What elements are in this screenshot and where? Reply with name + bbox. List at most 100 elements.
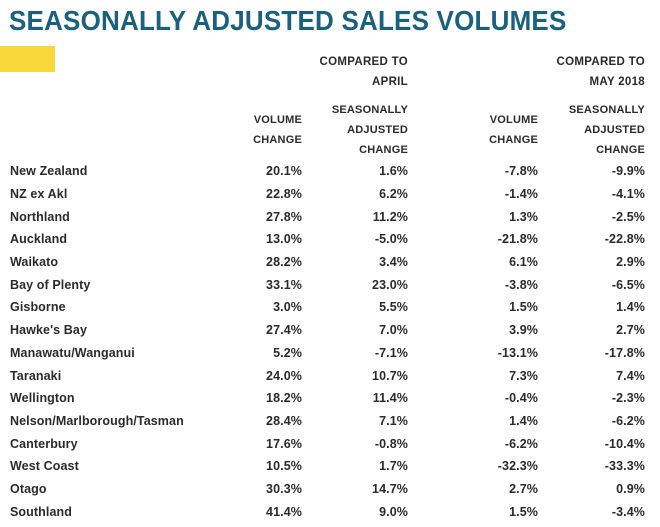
- value-cell: -21.8%: [497, 232, 538, 247]
- value-cell: -7.1%: [374, 345, 408, 360]
- value-cell: 0.9%: [616, 481, 645, 496]
- column-header-row: VOLUME CHANGE SEASONALLY ADJUSTED CHANGE…: [10, 100, 645, 160]
- region-label: Northland: [10, 209, 70, 224]
- column-header-line: ADJUSTED: [347, 124, 408, 136]
- value-cell: -0.4%: [504, 391, 538, 406]
- value-cell: 27.4%: [266, 323, 302, 338]
- value-cell: -5.0%: [374, 232, 408, 247]
- table-row: Northland 27.8% 11.2% 1.3% -2.5%: [10, 205, 645, 228]
- value-cell: -33.3%: [604, 459, 645, 474]
- group-header-compared-to-may-2018: COMPARED TO MAY 2018: [408, 52, 645, 92]
- value-cell: 24.0%: [266, 368, 302, 383]
- value-cell: 9.0%: [379, 504, 408, 519]
- column-header-volume-change-may-2018: VOLUME CHANGE: [408, 100, 538, 160]
- table-row: Taranaki 24.0% 10.7% 7.3% 7.4%: [10, 364, 645, 387]
- value-cell: 2.7%: [509, 481, 538, 496]
- table-row: New Zealand 20.1% 1.6% -7.8% -9.9%: [10, 160, 645, 183]
- table-row: Auckland 13.0% -5.0% -21.8% -22.8%: [10, 228, 645, 251]
- table-row: Otago 30.3% 14.7% 2.7% 0.9%: [10, 478, 645, 501]
- page-title: SEASONALLY ADJUSTED SALES VOLUMES: [9, 4, 567, 37]
- region-label: Hawke's Bay: [10, 323, 88, 338]
- value-cell: 1.4%: [509, 413, 538, 428]
- value-cell: 5.2%: [273, 345, 302, 360]
- table-row: NZ ex Akl 22.8% 6.2% -1.4% -4.1%: [10, 183, 645, 206]
- column-header-seasonally-adjusted-change-may-2018: SEASONALLY ADJUSTED CHANGE: [538, 100, 645, 160]
- value-cell: -0.8%: [374, 436, 408, 451]
- value-cell: 10.7%: [372, 368, 408, 383]
- region-label: West Coast: [10, 459, 79, 474]
- value-cell: 1.4%: [616, 300, 645, 315]
- value-cell: 5.5%: [379, 300, 408, 315]
- value-cell: -7.8%: [504, 164, 538, 179]
- value-cell: 28.2%: [266, 255, 302, 270]
- value-cell: -2.3%: [611, 391, 645, 406]
- table-row: Hawke's Bay 27.4% 7.0% 3.9% 2.7%: [10, 319, 645, 342]
- value-cell: -3.4%: [611, 504, 645, 519]
- sales-volumes-table: COMPARED TO APRIL COMPARED TO MAY 2018 V…: [10, 0, 645, 527]
- value-cell: -10.4%: [604, 436, 645, 451]
- value-cell: 13.0%: [266, 232, 302, 247]
- value-cell: 2.7%: [616, 323, 645, 338]
- region-label: New Zealand: [10, 164, 88, 179]
- column-header-line: ADJUSTED: [584, 124, 645, 136]
- region-label: Otago: [10, 481, 47, 496]
- value-cell: 1.3%: [509, 209, 538, 224]
- column-header-line: SEASONALLY: [568, 104, 645, 116]
- group-header-row: COMPARED TO APRIL COMPARED TO MAY 2018: [10, 52, 645, 92]
- column-header-seasonally-adjusted-change-april: SEASONALLY ADJUSTED CHANGE: [302, 100, 408, 160]
- value-cell: 6.1%: [509, 255, 538, 270]
- value-cell: 1.6%: [379, 164, 408, 179]
- region-label: Gisborne: [10, 300, 66, 315]
- value-cell: -2.5%: [611, 209, 645, 224]
- value-cell: -6.2%: [611, 413, 645, 428]
- value-cell: 7.4%: [616, 368, 645, 383]
- value-cell: 7.1%: [379, 413, 408, 428]
- value-cell: 10.5%: [266, 459, 302, 474]
- group-header-line: COMPARED TO: [319, 56, 408, 68]
- column-header-volume-change-april: VOLUME CHANGE: [160, 100, 302, 160]
- value-cell: 3.0%: [273, 300, 302, 315]
- value-cell: 22.8%: [266, 187, 302, 202]
- value-cell: 2.9%: [616, 255, 645, 270]
- column-header-line: SEASONALLY: [331, 104, 408, 116]
- region-label: Waikato: [10, 255, 59, 270]
- value-cell: 23.0%: [372, 277, 408, 292]
- region-label: Canterbury: [10, 436, 78, 451]
- value-cell: -13.1%: [497, 345, 538, 360]
- value-cell: -9.9%: [611, 164, 645, 179]
- column-header-line: CHANGE: [253, 134, 302, 146]
- group-header-line: MAY 2018: [589, 76, 645, 88]
- value-cell: -6.2%: [504, 436, 538, 451]
- value-cell: 11.2%: [372, 209, 408, 224]
- region-label: Manawatu/Wanganui: [10, 345, 135, 360]
- value-cell: -6.5%: [611, 277, 645, 292]
- value-cell: 1.5%: [509, 504, 538, 519]
- table-row: Waikato 28.2% 3.4% 6.1% 2.9%: [10, 251, 645, 274]
- group-header-line: COMPARED TO: [556, 56, 645, 68]
- column-header-line: VOLUME: [489, 114, 538, 126]
- region-label: Nelson/Marlborough/Tasman: [10, 413, 184, 428]
- column-header-line: CHANGE: [359, 144, 408, 156]
- value-cell: -3.8%: [504, 277, 538, 292]
- table-row: Southland 41.4% 9.0% 1.5% -3.4%: [10, 500, 645, 523]
- region-label: Auckland: [10, 232, 68, 247]
- column-header-line: VOLUME: [253, 114, 302, 126]
- region-label: Wellington: [10, 391, 75, 406]
- region-label: NZ ex Akl: [10, 187, 68, 202]
- value-cell: 30.3%: [266, 481, 302, 496]
- value-cell: 17.6%: [266, 436, 302, 451]
- table-body: New Zealand 20.1% 1.6% -7.8% -9.9% NZ ex…: [10, 160, 645, 523]
- value-cell: 18.2%: [266, 391, 302, 406]
- column-header-line: CHANGE: [596, 144, 645, 156]
- value-cell: 20.1%: [266, 164, 302, 179]
- value-cell: 1.7%: [379, 459, 408, 474]
- table-row: Bay of Plenty 33.1% 23.0% -3.8% -6.5%: [10, 273, 645, 296]
- table-row: Manawatu/Wanganui 5.2% -7.1% -13.1% -17.…: [10, 342, 645, 365]
- value-cell: 28.4%: [266, 413, 302, 428]
- region-label: Southland: [10, 504, 73, 519]
- table-row: Gisborne 3.0% 5.5% 1.5% 1.4%: [10, 296, 645, 319]
- value-cell: -4.1%: [611, 187, 645, 202]
- value-cell: 33.1%: [266, 277, 302, 292]
- table-row: West Coast 10.5% 1.7% -32.3% -33.3%: [10, 455, 645, 478]
- column-header-line: CHANGE: [489, 134, 538, 146]
